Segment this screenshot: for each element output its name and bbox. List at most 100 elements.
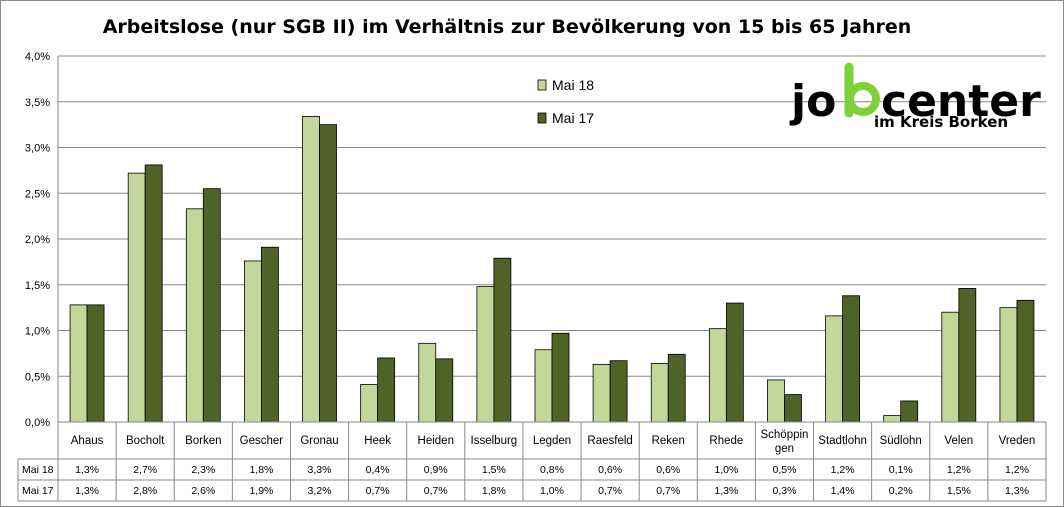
bar-mai17-7 [493,257,512,423]
table-cell-value: 0,8% [540,464,564,476]
logo-b-icon [844,62,880,118]
bar-mai17-14 [900,400,919,423]
bar-mai18-5 [360,384,379,423]
bar-mai17-8 [551,332,570,423]
bar-mai17-0 [86,304,105,423]
table-cell-value: 0,7% [656,485,680,497]
category-label: Reken [652,435,685,447]
bar-mai17-11 [725,302,744,423]
category-label: Gronau [300,435,338,447]
legend: Mai 18 Mai 17 [537,77,594,126]
data-table: Ahaus Bocholt Borken Gescher Gronau Heek Heide… [17,421,1047,502]
bar-mai17-4 [319,124,337,423]
table-cell-value: 0,7% [598,485,622,497]
table-cell-value: 2,6% [191,485,215,497]
jobcenter-logo: jo center im Kreis Borken [789,62,1041,131]
table-cell-value: 0,9% [424,464,448,476]
legend-swatch-0 [537,79,547,91]
table-cell-value: 2,3% [191,464,215,476]
table-cell-value: 1,0% [714,464,738,476]
y-tick-label: 3,0% [25,143,50,155]
table-cell-value: 0,4% [366,464,390,476]
table-cell-value: 0,7% [366,485,390,497]
table-cell-value: 0,7% [424,485,448,497]
table-cell-value: 3,3% [308,464,332,476]
bar-mai18-13 [825,315,843,423]
y-tick-label: 3,5% [25,97,50,109]
category-label: Schöppin [760,429,808,441]
y-tick-label: 2,0% [25,234,50,246]
table-cell-value: 1,0% [540,485,564,497]
category-label: Gescher [240,435,284,447]
category-label: Rhede [709,435,743,447]
bar-mai18-10 [650,363,669,423]
bar-mai17-16 [1016,299,1035,423]
bar-mai18-16 [999,307,1018,423]
table-cell-value: 1,3% [75,464,99,476]
category-label: Raesfeld [587,435,632,447]
table-cell-value: 0,6% [598,464,622,476]
category-label: Vreden [999,435,1036,447]
table-cell-value: 1,2% [1005,464,1029,476]
table-cell-value: 1,5% [482,464,506,476]
bar-mai18-9 [592,363,611,423]
table-cell-value: 1,2% [831,464,855,476]
category-label: Südlohn [880,435,922,447]
table-cell-value: 1,3% [1005,485,1029,497]
bar-mai18-3 [244,260,262,423]
bar-mai18-2 [185,208,204,423]
category-label: Isselburg [471,435,518,447]
y-tick-label: 2,5% [25,188,50,200]
bar-mai17-15 [958,288,977,423]
table-series-name: Mai 17 [22,485,54,497]
table-cell-value: 0,6% [656,464,680,476]
y-tick-label: 1,5% [25,280,50,292]
table-cell-value: 2,7% [133,464,157,476]
category-label: Velen [944,435,973,447]
axes: 0,0% 0,5% 1,0% 1,5% 2,0% 2,5% 3,0% 3,5% 4,0% [25,51,59,429]
category-label: Legden [533,435,571,447]
chart-title: Arbeitslose (nur SGB II) im Verhältnis z… [103,16,912,38]
table-cell-value: 1,4% [831,485,855,497]
bar-mai17-2 [202,188,221,423]
table-cell-value: 1,2% [947,464,971,476]
logo-word-part2: center [881,76,1041,127]
bar-mai18-0 [69,304,88,423]
bar-mai18-11 [708,328,727,423]
table-cell-value: 1,8% [482,485,506,497]
y-tick-label: 0,0% [25,417,50,429]
table-cell-value: 0,1% [889,464,913,476]
category-label: Borken [185,435,221,447]
bar-mai18-7 [476,286,495,423]
category-label: Stadtlohn [818,435,867,447]
bar-mai18-15 [941,311,960,423]
gridlines [58,55,1046,377]
table-series-name: Mai 18 [22,464,54,476]
bar-mai18-8 [534,349,553,423]
bar-mai17-9 [609,360,628,423]
bar-mai17-6 [435,358,454,423]
category-label: Heek [364,435,391,447]
table-cell-value: 1,8% [249,464,273,476]
category-label: Bocholt [126,435,165,447]
category-label: Ahaus [71,435,104,447]
table-cell-value: 2,8% [133,485,157,497]
bar-mai18-14 [883,415,902,423]
category-label: gen [775,443,794,455]
logo-subtitle: im Kreis Borken [874,113,1008,131]
y-tick-label: 0,5% [25,371,50,383]
bar-mai17-5 [377,357,396,423]
y-tick-label: 1,0% [25,326,50,338]
bar-mai17-10 [667,353,686,423]
table-cell-value: 0,2% [889,485,913,497]
bar-mai18-1 [127,172,146,423]
legend-label: Mai 17 [552,110,594,126]
table-cell-value: 1,3% [75,485,99,497]
logo-word-part1: jo [789,76,836,127]
table-cell-value: 1,9% [249,485,273,497]
table-cell-value: 0,5% [773,464,797,476]
bar-mai17-13 [842,295,860,423]
bar-mai18-6 [418,342,437,423]
